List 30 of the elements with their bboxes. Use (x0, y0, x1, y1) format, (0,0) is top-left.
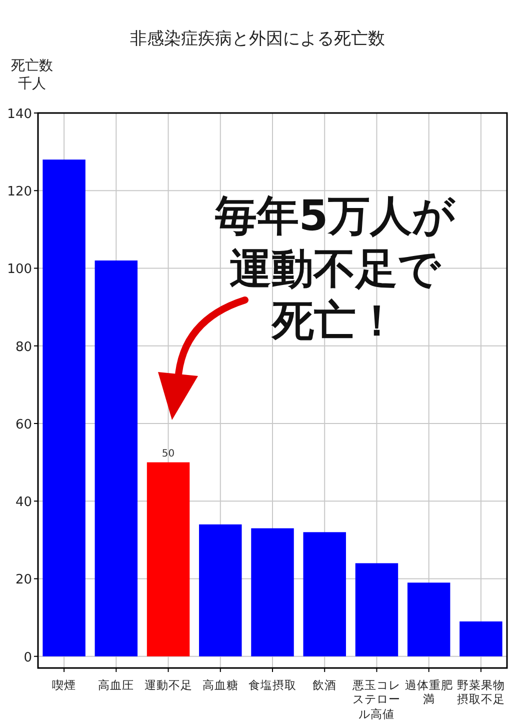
x-tick-label: 飲酒 (312, 678, 338, 692)
x-tick-label: 運動不足 (143, 678, 194, 692)
data-label: 50 (162, 448, 175, 460)
y-tick-label: 120 (7, 184, 32, 200)
bar (42, 160, 86, 656)
annotation: 毎年5万人が運動不足で死亡！ (214, 190, 456, 347)
x-tick-label: 悪玉コレステロール高値 (352, 678, 402, 722)
bar (146, 462, 190, 656)
bar (199, 524, 242, 656)
y-tick-label: 80 (15, 340, 32, 355)
y-tick-label: 100 (7, 262, 32, 278)
y-axis-title: 死亡数千人 (10, 58, 54, 93)
x-tick-label: 喫煙 (51, 678, 78, 692)
bar (407, 582, 450, 656)
x-tick-label: 高血圧 (97, 678, 136, 692)
bar (94, 260, 138, 656)
bar (460, 621, 502, 656)
x-tick-label: 過体重肥満 (404, 678, 454, 707)
y-tick-label: 140 (7, 107, 32, 122)
y-tick-label: 40 (15, 495, 32, 510)
x-tick-label: 野菜果物摂取不足 (456, 678, 506, 707)
chart-title: 非感染症疾病と外因による死亡数 (130, 29, 385, 49)
x-tick-label: 食塩摂取 (247, 678, 298, 692)
y-tick-label: 60 (15, 417, 32, 432)
y-tick-label: 20 (15, 572, 32, 588)
bar (303, 532, 346, 656)
bar (355, 563, 398, 656)
bar (251, 528, 294, 656)
x-tick-label: 高血糖 (201, 678, 240, 692)
y-tick-label: 0 (24, 650, 32, 666)
